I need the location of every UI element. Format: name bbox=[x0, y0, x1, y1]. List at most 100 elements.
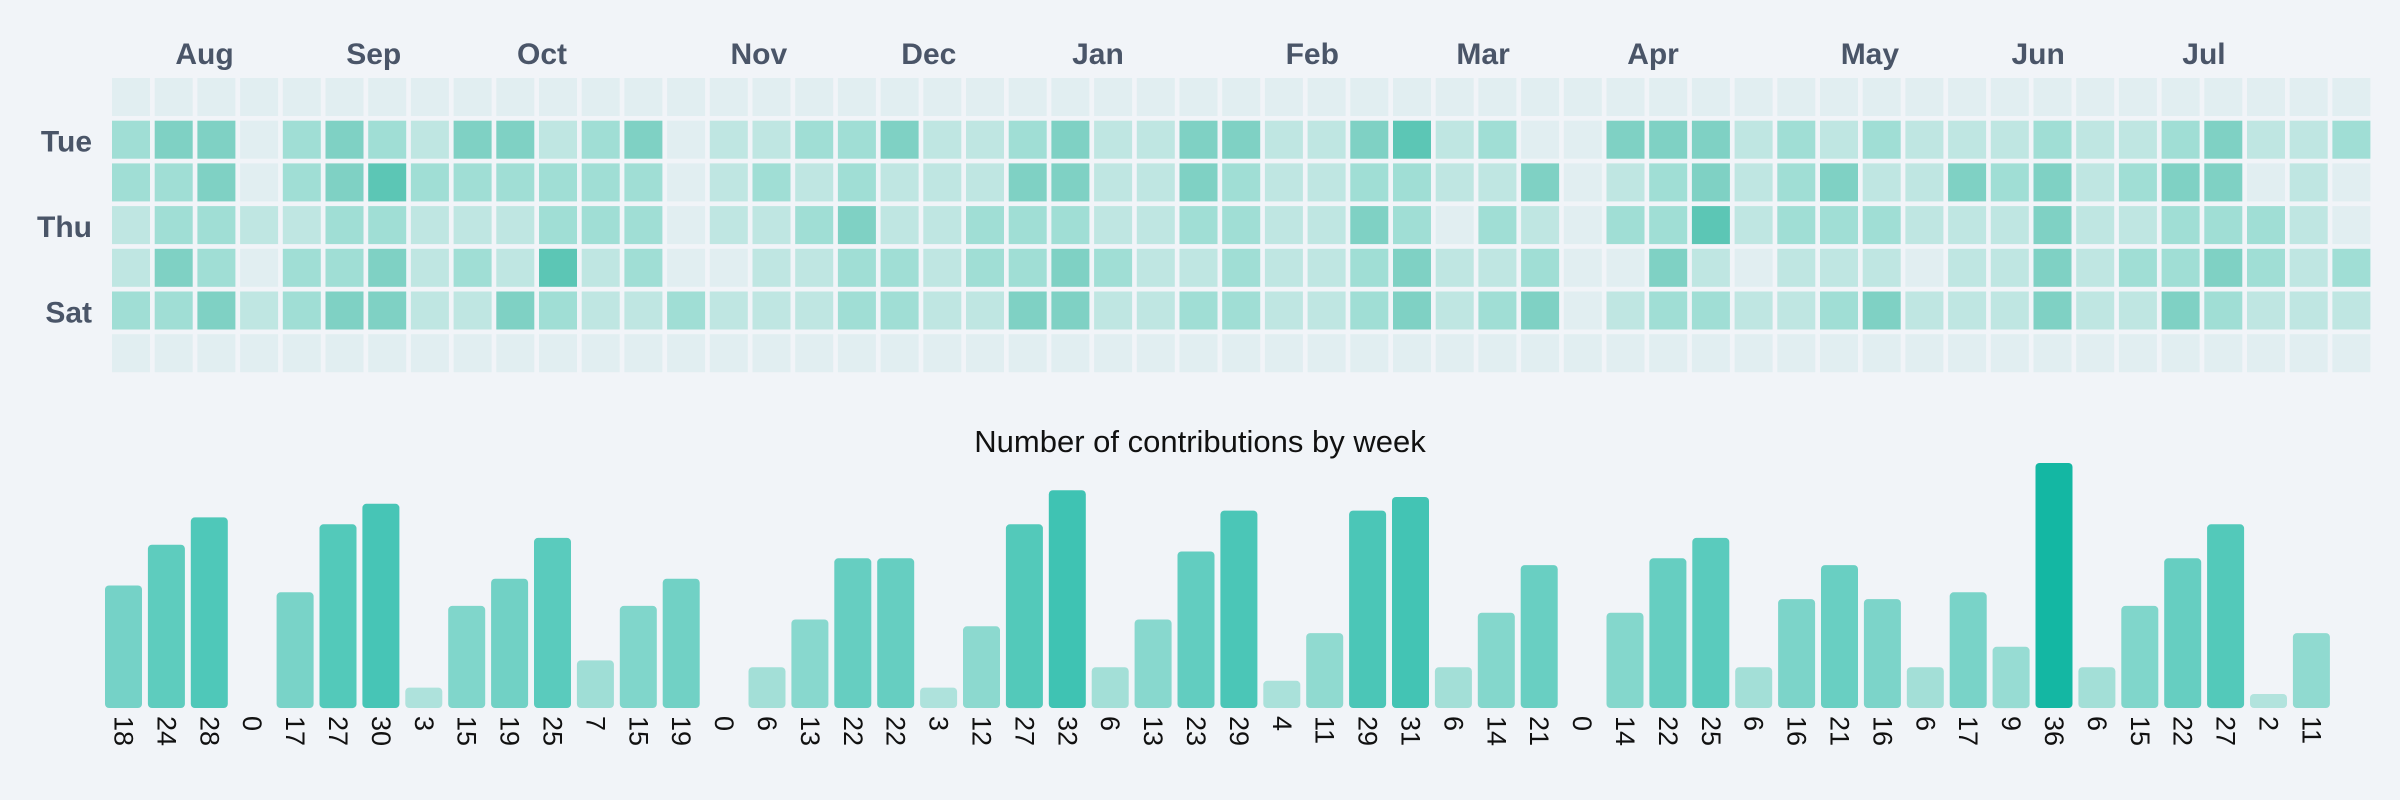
heatmap-cell bbox=[282, 248, 321, 287]
heatmap-cell bbox=[1008, 120, 1047, 159]
heatmap-cell bbox=[1734, 206, 1773, 245]
heatmap-cell bbox=[1521, 78, 1560, 116]
bar-chart-title: Number of contributions by week bbox=[974, 424, 1426, 459]
heatmap-cell bbox=[1478, 334, 1517, 373]
month-label: May bbox=[1841, 38, 1900, 71]
heatmap-cell bbox=[2118, 248, 2157, 287]
heatmap-cell bbox=[1777, 206, 1816, 245]
heatmap-cell bbox=[2289, 248, 2328, 287]
bar-value-label: 11 bbox=[1310, 716, 1340, 744]
bar-value-label: 25 bbox=[1696, 716, 1726, 746]
heatmap-cell bbox=[966, 206, 1004, 245]
heatmap-cell bbox=[1734, 163, 1773, 202]
bar-value-label: 16 bbox=[1782, 716, 1812, 746]
heatmap-cell bbox=[496, 291, 535, 330]
heatmap-cell bbox=[1862, 120, 1901, 159]
heatmap-cell bbox=[581, 78, 620, 116]
month-label: Nov bbox=[731, 38, 788, 71]
heatmap-cell bbox=[1606, 163, 1645, 202]
heatmap-cell bbox=[1521, 206, 1560, 245]
heatmap-cell bbox=[453, 206, 492, 245]
heatmap-cell bbox=[880, 334, 919, 373]
heatmap-cell bbox=[2332, 78, 2371, 116]
heatmap-cell bbox=[1393, 248, 1431, 287]
bar-value-label: 13 bbox=[1138, 716, 1168, 746]
heatmap-cell bbox=[112, 334, 150, 373]
heatmap-cell bbox=[2033, 78, 2072, 116]
heatmap-cell bbox=[112, 78, 150, 116]
month-label: Jan bbox=[1072, 38, 1124, 71]
heatmap-cell bbox=[197, 120, 236, 159]
bar-value-label: 19 bbox=[666, 716, 696, 746]
heatmap-cell bbox=[1948, 291, 1987, 330]
heatmap-cell bbox=[1264, 334, 1303, 373]
heatmap-cell bbox=[1222, 291, 1261, 330]
bar-value-label: 29 bbox=[1224, 716, 1254, 746]
bar bbox=[2250, 694, 2287, 708]
heatmap-cell bbox=[1094, 120, 1133, 159]
heatmap-cell bbox=[2247, 163, 2285, 202]
heatmap-cell bbox=[1990, 248, 2029, 287]
heatmap-cell bbox=[795, 334, 834, 373]
bar-value-label: 13 bbox=[795, 716, 825, 746]
heatmap-cell bbox=[1350, 120, 1389, 159]
heatmap-cell bbox=[1051, 334, 1090, 373]
heatmap-cell bbox=[709, 248, 748, 287]
bar bbox=[834, 558, 872, 708]
heatmap-cell bbox=[667, 206, 706, 245]
heatmap-cell bbox=[1990, 163, 2029, 202]
heatmap-cell bbox=[1008, 206, 1047, 245]
heatmap-cell bbox=[2247, 206, 2285, 245]
heatmap-cell bbox=[709, 78, 748, 116]
heatmap-cell bbox=[880, 291, 919, 330]
heatmap-cell bbox=[752, 120, 791, 159]
heatmap-cell bbox=[1307, 291, 1346, 330]
bar bbox=[1134, 619, 1172, 708]
heatmap-cell bbox=[1435, 248, 1474, 287]
heatmap-cell bbox=[1051, 163, 1090, 202]
heatmap-cell bbox=[2332, 248, 2371, 287]
bar-value-label: 16 bbox=[1867, 716, 1897, 746]
heatmap-cell bbox=[154, 334, 193, 373]
heatmap-cell bbox=[581, 248, 620, 287]
heatmap-cell bbox=[1905, 78, 1944, 116]
bar bbox=[963, 626, 1000, 708]
heatmap-cell bbox=[1563, 120, 1602, 159]
heatmap-cell bbox=[709, 291, 748, 330]
month-label: Jun bbox=[2012, 38, 2065, 71]
heatmap-cell bbox=[880, 163, 919, 202]
heatmap-cell bbox=[1094, 163, 1133, 202]
heatmap-cell bbox=[1948, 206, 1987, 245]
heatmap-cell bbox=[966, 120, 1004, 159]
heatmap-cell bbox=[453, 120, 492, 159]
bar-value-label: 6 bbox=[2082, 716, 2112, 731]
heatmap-cell bbox=[1136, 163, 1175, 202]
heatmap-cell bbox=[1179, 78, 1218, 116]
heatmap-cell bbox=[1948, 78, 1987, 116]
heatmap-cell bbox=[752, 78, 791, 116]
heatmap-cell bbox=[923, 334, 962, 373]
heatmap-cell bbox=[1136, 291, 1175, 330]
bar-value-label: 22 bbox=[2168, 716, 2198, 746]
heatmap-cell bbox=[1606, 206, 1645, 245]
month-label: Oct bbox=[517, 38, 567, 71]
heatmap-cell bbox=[1222, 120, 1261, 159]
heatmap-cell bbox=[923, 120, 962, 159]
heatmap-cell bbox=[2118, 291, 2157, 330]
bar bbox=[1477, 612, 1515, 708]
heatmap-cell bbox=[1435, 206, 1474, 245]
heatmap-cell bbox=[240, 248, 279, 287]
heatmap-cell bbox=[2204, 291, 2243, 330]
heatmap-cell bbox=[795, 248, 834, 287]
heatmap-cell bbox=[1563, 78, 1602, 116]
heatmap-cell bbox=[1691, 78, 1730, 116]
heatmap-cell bbox=[1222, 78, 1261, 116]
heatmap-cell bbox=[1948, 163, 1987, 202]
heatmap-cell bbox=[539, 248, 577, 287]
bar bbox=[1906, 667, 1944, 708]
bar-value-label: 25 bbox=[538, 716, 568, 746]
bar bbox=[1091, 667, 1129, 708]
heatmap-cell bbox=[709, 163, 748, 202]
heatmap-cell bbox=[368, 291, 407, 330]
heatmap-cell bbox=[197, 248, 236, 287]
